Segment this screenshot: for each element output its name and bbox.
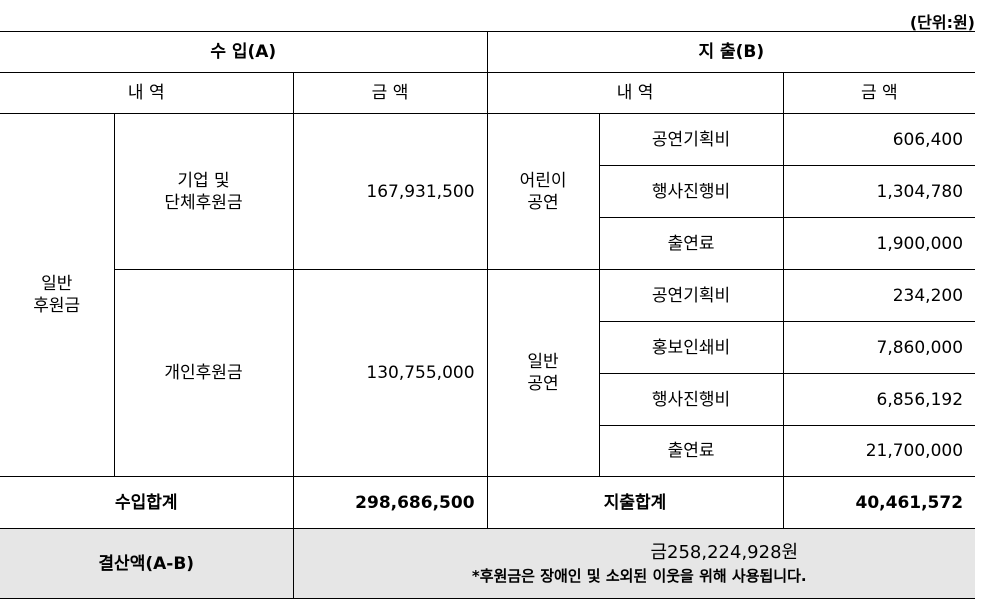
- expense-item: 출연료: [599, 425, 784, 477]
- income-header: 수 입(A): [0, 31, 488, 73]
- expense-amount: 1,304,780: [782, 165, 976, 218]
- expense-group: 일반 공연: [486, 269, 600, 477]
- income-total: 298,686,500: [292, 476, 488, 529]
- expense-item: 공연기획비: [598, 269, 784, 322]
- balance-label: 결산액(A-B): [0, 528, 294, 599]
- expense-item: 행사진행비: [599, 373, 784, 426]
- income-item: 개인후원금: [114, 269, 294, 477]
- expense-amount: 234,200: [782, 269, 976, 322]
- income-amount-header: 금 액: [292, 72, 488, 114]
- expense-item: 출연료: [599, 217, 784, 270]
- expense-item: 홍보인쇄비: [599, 321, 784, 374]
- expense-item: 공연기획비: [598, 113, 784, 166]
- expense-amount: 7,860,000: [782, 321, 976, 374]
- income-amount: 167,931,500: [292, 113, 488, 270]
- income-category: 일반 후원금: [0, 113, 115, 477]
- income-total-label: 수입합계: [0, 476, 294, 529]
- expense-total: 40,461,572: [782, 476, 976, 529]
- expense-amount: 6,856,192: [782, 373, 976, 426]
- expense-item: 행사진행비: [599, 165, 784, 218]
- expense-group: 어린이 공연: [486, 113, 600, 270]
- expense-amount-header: 금 액: [782, 72, 976, 114]
- balance-value: 금258,224,928원: [650, 541, 799, 563]
- expense-header: 지 출(B): [486, 31, 976, 73]
- income-amount: 130,755,000: [292, 269, 488, 477]
- expense-amount: 21,700,000: [782, 425, 976, 477]
- expense-item-header: 내 역: [486, 72, 784, 114]
- expense-total-label: 지출합계: [486, 476, 784, 529]
- expense-amount: 1,900,000: [782, 217, 976, 270]
- expense-amount: 606,400: [782, 113, 976, 166]
- balance-note: *후원금은 장애인 및 소외된 이웃을 위해 사용됩니다.: [471, 566, 807, 585]
- unit-label: (단위:원): [909, 13, 975, 32]
- income-item-header: 내 역: [0, 72, 294, 114]
- settlement-table: 수 입(A) 지 출(B) 내 역 금 액 내 역 금 액 일반 후원금 기업 …: [0, 31, 976, 599]
- income-item: 기업 및 단체후원금: [113, 113, 294, 270]
- balance-cell: 금258,224,928원 *후원금은 장애인 및 소외된 이웃을 위해 사용됩…: [292, 528, 976, 599]
